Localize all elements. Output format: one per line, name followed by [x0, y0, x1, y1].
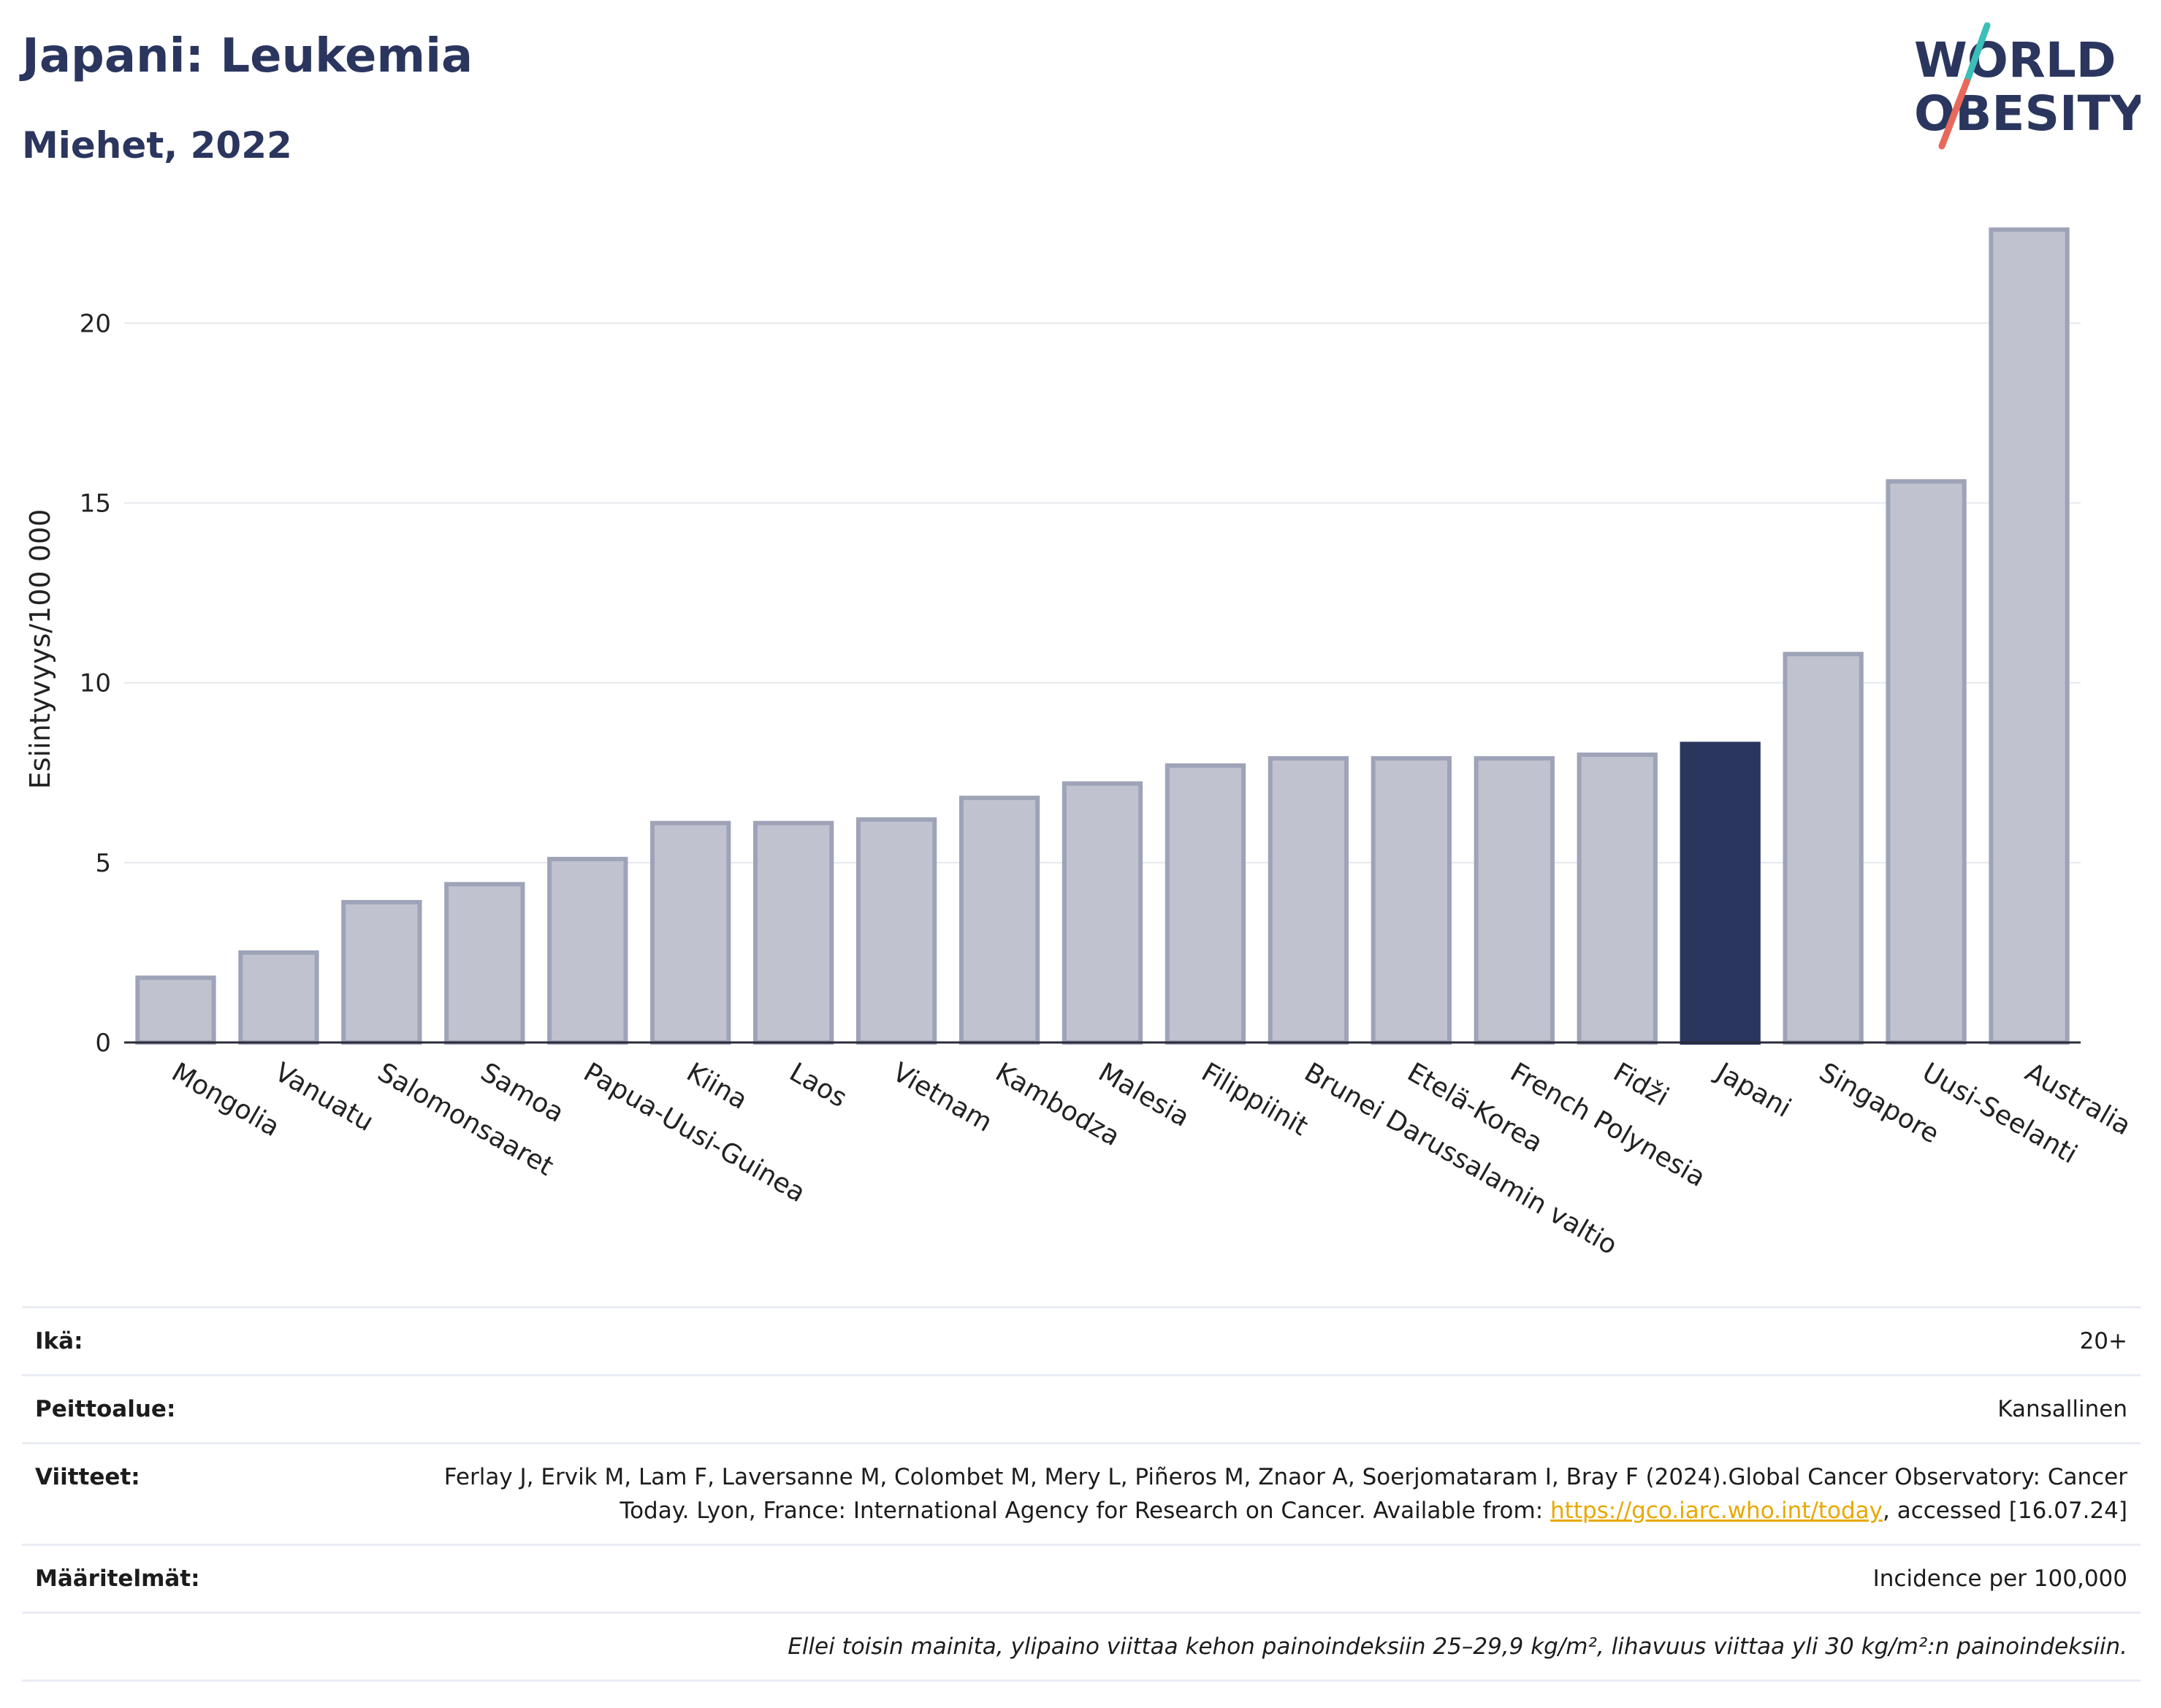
chart-subtitle: Miehet, 2022 [22, 124, 292, 167]
references-label: Viitteet: [35, 1464, 140, 1490]
chart-title: Japani: Leukemia [22, 29, 473, 83]
definitions-value: Incidence per 100,000 [1872, 1566, 2127, 1592]
x-tick-label: Salomonsaaret [373, 1057, 558, 1182]
y-tick-label: 10 [80, 669, 111, 698]
bar [135, 975, 216, 1045]
x-tick-label: Laos [785, 1057, 852, 1113]
coverage-label: Peittoalue: [35, 1396, 176, 1422]
age-value: 20+ [2079, 1328, 2127, 1354]
info-row-coverage: Peittoalue: Kansallinen [22, 1374, 2141, 1442]
x-tick-label: Fidži [1608, 1057, 1674, 1112]
world-obesity-logo: WORLD OBESITY [1914, 22, 2141, 150]
definitions-label: Määritelmät: [35, 1566, 200, 1592]
bar-chart: 0 5 10 15 20 Esiintyvyys/100 000 MongoliaVanua… [24, 227, 2135, 1261]
y-tick-label: 5 [95, 849, 111, 878]
bar [1783, 652, 1864, 1045]
logo-slash-bottom [1938, 78, 1970, 150]
bar [1474, 756, 1555, 1045]
info-row-note: Ellei toisin mainita, ylipaino viittaa k… [22, 1612, 2141, 1682]
coverage-value: Kansallinen [1997, 1396, 2127, 1422]
x-tick-label: Kiina [682, 1057, 752, 1116]
info-table: Ikä: 20+ Peittoalue: Kansallinen Viittee… [22, 1306, 2141, 1682]
y-tick-label: 20 [80, 309, 111, 338]
info-row-age: Ikä: 20+ [22, 1306, 2141, 1374]
references-value: Ferlay J, Ervik M, Lam F, Laversanne M, … [374, 1460, 2127, 1528]
bar [238, 950, 319, 1045]
info-row-references: Viitteet: Ferlay J, Ervik M, Lam F, Lave… [22, 1442, 2141, 1544]
y-axis-title: Esiintyvyys/100 000 [24, 509, 56, 790]
bar [1062, 781, 1143, 1045]
logo-line-1: WORLD [1914, 32, 2116, 88]
x-tick-label: Mongolia [167, 1057, 285, 1143]
info-row-definitions: Määritelmät: Incidence per 100,000 [22, 1544, 2141, 1612]
logo-slash-top [1963, 22, 1991, 85]
x-tick-label: Vietnam [888, 1057, 997, 1138]
bar [547, 856, 628, 1045]
bar [1886, 479, 1967, 1045]
bar [1268, 756, 1349, 1045]
bar [650, 820, 731, 1045]
y-tick-label: 0 [95, 1029, 111, 1058]
bar [1989, 227, 2070, 1045]
age-label: Ikä: [35, 1328, 83, 1354]
bar [444, 882, 525, 1045]
bar [855, 817, 937, 1045]
references-link[interactable]: https://gco.iarc.who.int/today [1550, 1498, 1883, 1524]
references-accessed: , accessed [16.07.24] [1882, 1498, 2127, 1524]
bar [753, 820, 834, 1045]
bar [1577, 752, 1658, 1045]
footnote: Ellei toisin mainita, ylipaino viittaa k… [788, 1633, 2127, 1660]
bar [341, 899, 422, 1045]
x-tick-label: Vanuatu [270, 1057, 378, 1137]
x-tick-label: Japani [1710, 1056, 1796, 1124]
bar [1165, 763, 1246, 1045]
bar [958, 796, 1040, 1045]
bar [1680, 741, 1761, 1045]
bar [1371, 756, 1452, 1045]
y-tick-label: 15 [80, 489, 111, 518]
references-text: Ferlay J, Ervik M, Lam F, Laversanne M, … [443, 1464, 2127, 1524]
x-tick-label: Filippiinit [1196, 1057, 1313, 1142]
